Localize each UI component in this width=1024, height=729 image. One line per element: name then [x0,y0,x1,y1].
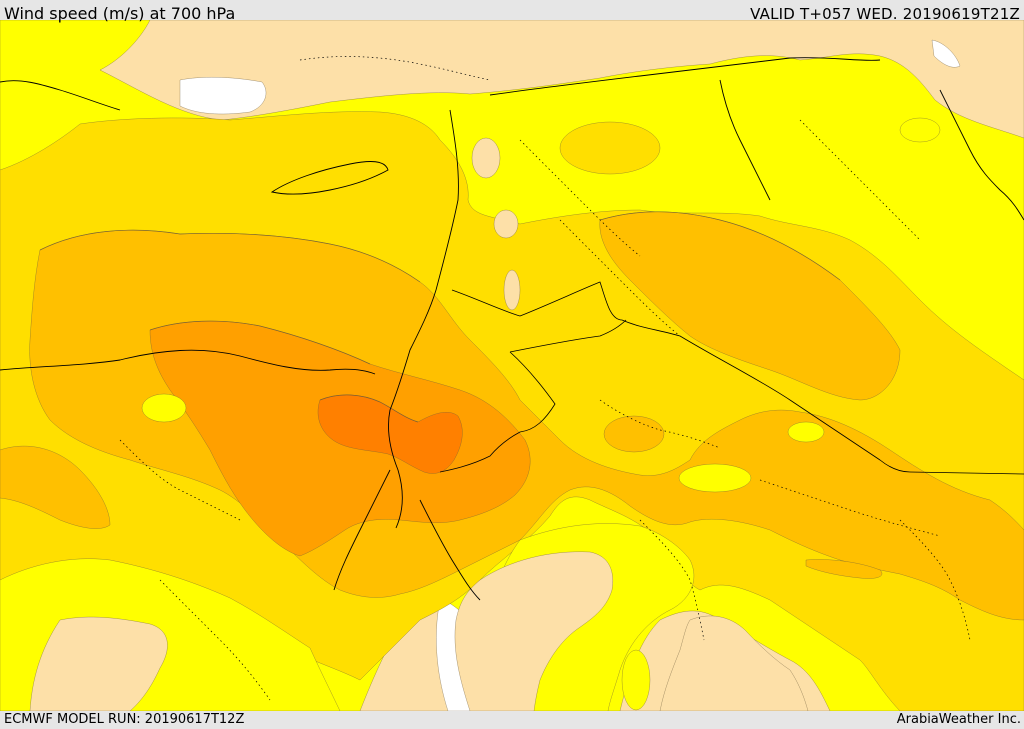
credit-label: ArabiaWeather Inc. [896,712,1021,727]
land-arabia-southeast [659,615,809,711]
yellow-spot-5 [621,649,651,711]
map-title: Wind speed (m/s) at 700 hPa [4,4,236,23]
yellow-spot-2 [678,463,752,493]
contour-lines [39,211,841,423]
map-footer: ECMWF MODEL RUN: 20190617T12Z ArabiaWeat… [0,711,1024,729]
land-patch-mid [503,269,521,311]
map-header: Wind speed (m/s) at 700 hPa VALID T+057 … [0,0,1024,23]
sea-of-azov [179,76,267,115]
yellow-spot-3 [141,393,187,423]
caspian-lake [931,39,961,68]
country-borders [439,281,1024,475]
gold-spot-east [559,121,661,175]
coastlines [0,57,1024,601]
wind-speed-map [0,20,1024,711]
model-run-label: ECMWF MODEL RUN: 20190617T12Z [4,712,245,727]
yellow-spot-1 [787,421,825,443]
amber-spot-1 [603,415,665,453]
admin-boundaries [119,56,971,701]
land-arabia-south [454,551,613,711]
land-patch-small [493,209,519,239]
yellow-spot-4 [899,117,941,143]
land-patch-west [29,616,168,711]
amber-west-patch [0,445,111,529]
valid-time: VALID T+057 WED. 20190619T21Z [750,5,1020,23]
land-patch-north [471,137,501,179]
amber-spot-2 [805,559,883,579]
